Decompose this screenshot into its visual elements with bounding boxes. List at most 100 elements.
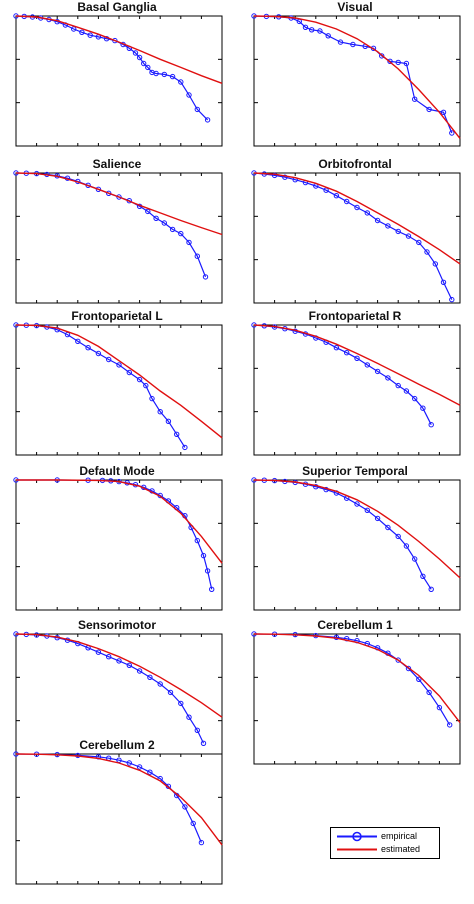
chart-plot [13, 170, 223, 304]
data-point-empirical [364, 210, 371, 216]
series-line-estimated [253, 633, 461, 724]
series-line-estimated [253, 479, 461, 579]
plot-frame [15, 15, 223, 147]
data-point-empirical [204, 117, 211, 123]
data-point-empirical [136, 764, 143, 770]
data-point-empirical [354, 355, 360, 361]
data-point-empirical [70, 26, 77, 32]
data-point-empirical [395, 59, 401, 66]
data-point-empirical [178, 230, 184, 237]
series-line-estimated [253, 172, 461, 265]
data-point-empirical [323, 187, 329, 193]
data-point-empirical [428, 422, 434, 428]
data-point-empirical [75, 338, 81, 344]
series-line-estimated [15, 15, 223, 84]
data-point-empirical [395, 382, 401, 389]
chart-panel-superior-temporal: Superior Temporal [242, 464, 468, 622]
data-point-empirical [395, 228, 401, 235]
data-point-empirical [95, 186, 102, 192]
data-point-empirical [95, 649, 102, 655]
series-line-estimated [15, 633, 223, 718]
data-point-empirical [271, 172, 278, 179]
data-point-empirical [190, 820, 196, 827]
data-point-empirical [79, 29, 85, 35]
data-point-empirical [132, 50, 139, 56]
data-point-empirical [202, 274, 209, 280]
data-point-empirical [145, 208, 151, 215]
data-point-empirical [174, 431, 180, 438]
data-point-empirical [145, 64, 151, 71]
chart-plot [251, 477, 461, 611]
data-point-empirical [333, 345, 340, 351]
data-point-empirical [116, 194, 122, 200]
plot-frame [253, 15, 461, 147]
data-point-empirical [412, 395, 418, 402]
data-point-empirical [153, 70, 159, 77]
chart-title: Orbitofrontal [318, 157, 392, 171]
legend-swatch-empirical [337, 831, 377, 842]
chart-plot [13, 13, 223, 147]
data-point-empirical [106, 356, 112, 363]
plot-frame [253, 324, 461, 456]
data-point-empirical [387, 58, 393, 64]
data-point-empirical [161, 220, 168, 226]
data-point-empirical [182, 444, 188, 451]
data-point-empirical [385, 375, 391, 381]
plot-frame [15, 324, 223, 456]
chart-title: Cerebellum 2 [79, 738, 155, 752]
data-point-empirical [149, 395, 155, 402]
data-point-empirical [116, 658, 122, 664]
chart-title: Basal Ganglia [77, 0, 157, 14]
data-point-empirical [412, 556, 418, 562]
chart-panel-orbitofrontal: Orbitofrontal [242, 157, 468, 315]
data-point-empirical [395, 657, 401, 663]
data-point-empirical [424, 249, 430, 255]
chart-panel-cerebellum-1: Cerebellum 1 [242, 618, 468, 776]
data-point-empirical [186, 92, 192, 98]
data-point-empirical [182, 804, 188, 810]
data-point-empirical [157, 681, 163, 687]
data-point-empirical [440, 279, 447, 286]
data-point-empirical [126, 662, 133, 668]
chart-title: Sensorimotor [77, 618, 156, 632]
chart-plot [251, 170, 461, 304]
data-point-empirical [106, 654, 112, 660]
data-point-empirical [209, 586, 215, 593]
data-point-empirical [403, 543, 410, 549]
chart-title: Visual [337, 0, 373, 14]
data-point-empirical [447, 722, 453, 728]
data-point-empirical [141, 60, 147, 67]
data-point-empirical [143, 382, 149, 389]
data-point-empirical [416, 239, 422, 246]
data-point-empirical [374, 515, 381, 522]
data-point-empirical [308, 27, 315, 33]
data-point-empirical [426, 106, 432, 113]
data-point-empirical [449, 130, 455, 136]
legend-marker-empirical [352, 831, 362, 842]
data-point-empirical [405, 233, 412, 239]
legend-item-empirical: empirical [331, 830, 439, 843]
data-point-empirical [333, 193, 340, 199]
plot-frame [15, 479, 223, 611]
data-point-empirical [178, 79, 184, 85]
data-point-empirical [449, 296, 455, 303]
legend-swatch-estimated [337, 848, 377, 851]
plot-frame [15, 172, 223, 304]
data-point-empirical [405, 665, 412, 672]
chart-plot [13, 751, 223, 885]
data-point-empirical [350, 41, 356, 48]
data-point-empirical [440, 109, 447, 116]
data-point-empirical [354, 204, 360, 211]
data-point-empirical [194, 537, 201, 544]
data-point-empirical [436, 704, 443, 711]
series-line-empirical [253, 172, 453, 300]
data-point-empirical [364, 507, 371, 513]
data-point-empirical [385, 524, 391, 531]
data-point-empirical [374, 217, 381, 224]
data-point-empirical [194, 253, 201, 259]
data-point-empirical [194, 727, 201, 734]
series-line-estimated [253, 324, 461, 406]
data-point-empirical [395, 533, 401, 540]
data-point-empirical [317, 28, 323, 34]
chart-legend: empirical estimated [330, 827, 440, 859]
